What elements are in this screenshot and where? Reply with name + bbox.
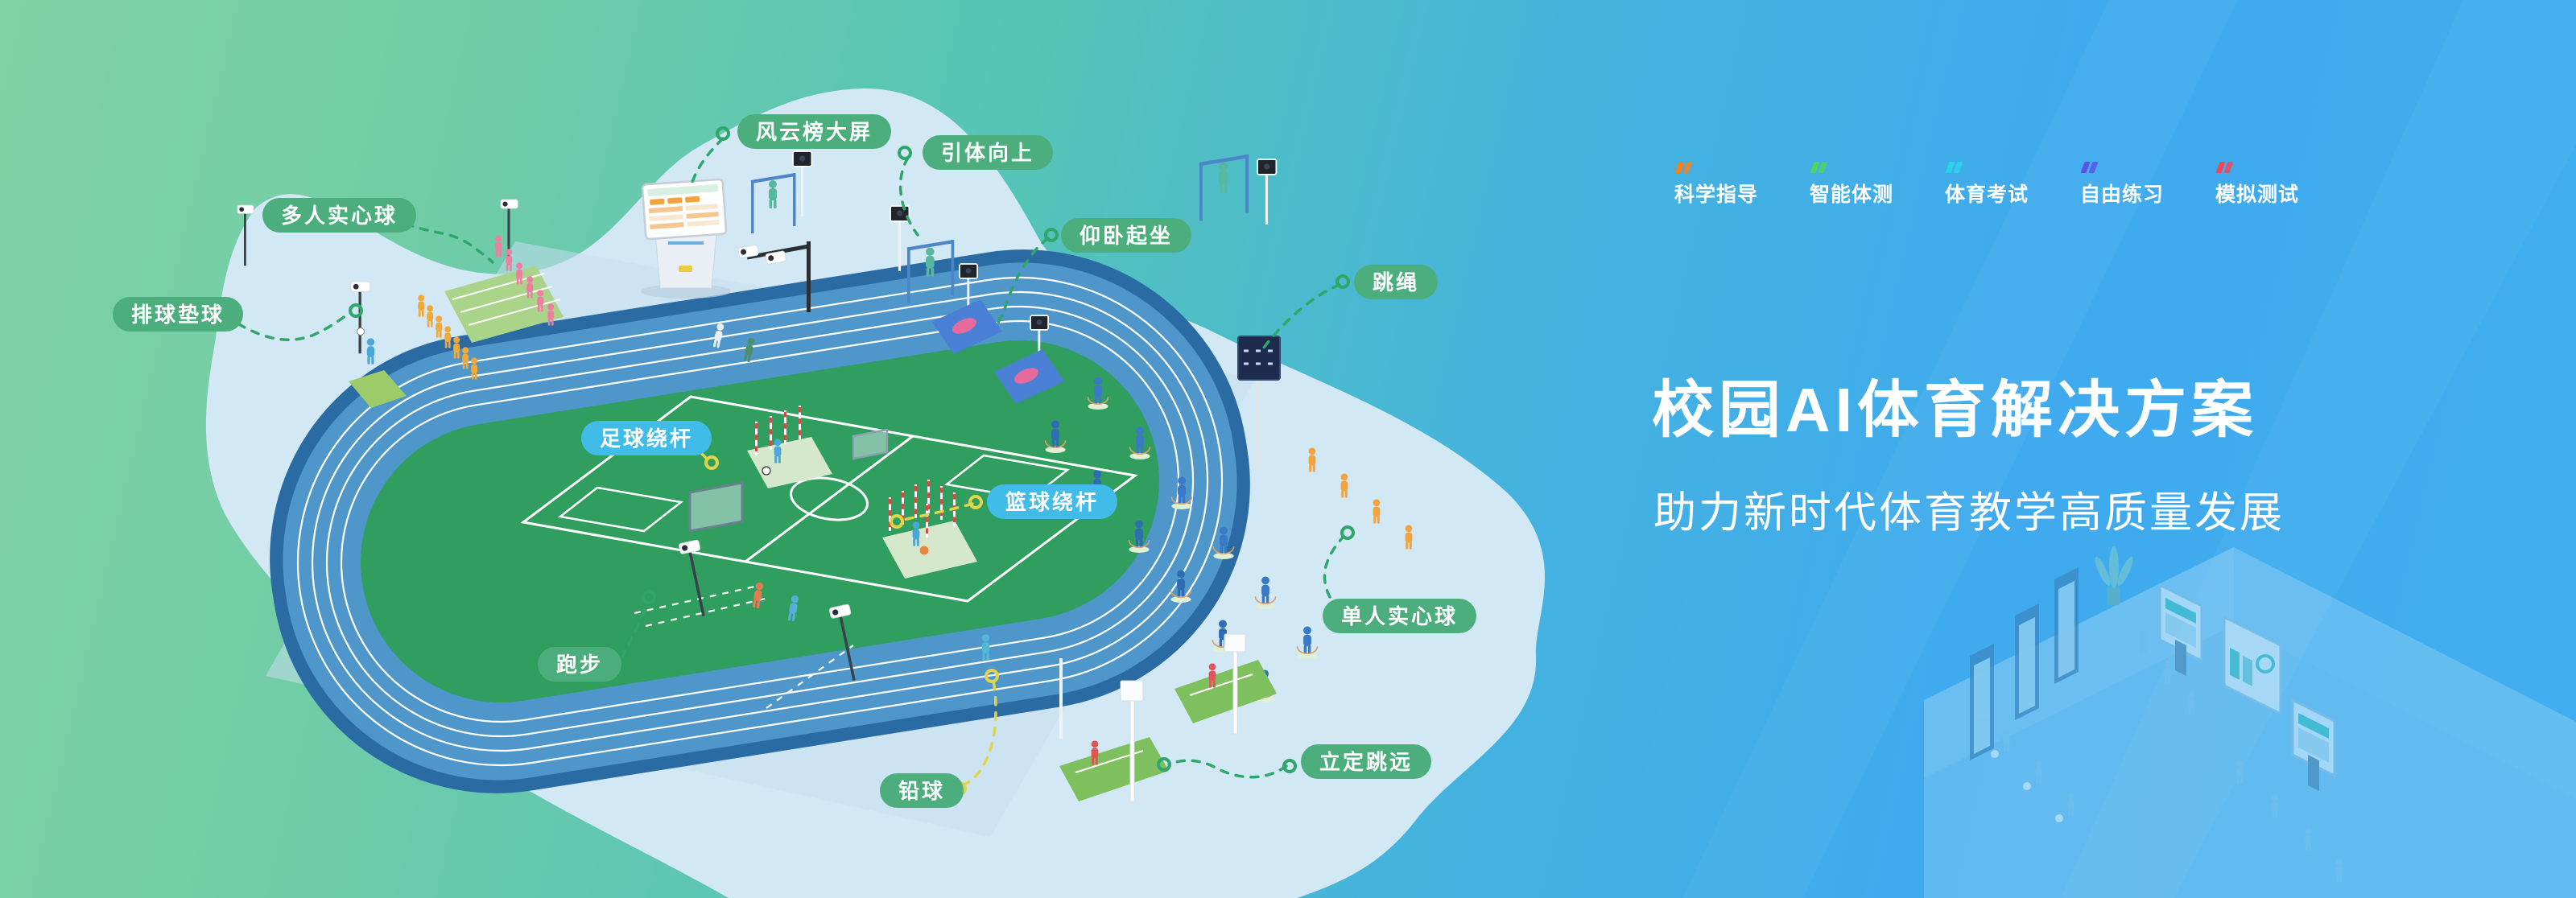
menu-item-smart-fitness-test[interactable]: 智能体测 [1810,162,1893,208]
room-illustration [1924,546,2576,898]
basketball-slalom-area [882,480,977,579]
double-slash-icon [1945,162,2029,174]
station-pill-group-medicine-ball: 多人实心球 [262,198,417,233]
football-slalom-area [747,406,832,488]
station-pill-sit-up: 仰卧起坐 [1061,218,1192,253]
station-pill-leaderboard-screen: 风云榜大屏 [737,114,892,149]
station-pill-football-slalom: 足球绕杆 [581,421,712,455]
menu-item-mock-test[interactable]: 模拟测试 [2215,162,2299,208]
goal-frames [688,428,889,533]
finish-camera-rig [737,241,811,312]
menu-item-label: 模拟测试 [2215,183,2300,206]
station-pill-volleyball-bump: 排球垫球 [113,297,244,332]
station-pill-running: 跑步 [538,647,622,682]
station-pill-standing-long-jump: 立定跳远 [1301,744,1432,779]
menu-item-label: 自由练习 [2080,183,2165,206]
menu-item-science-guidance[interactable]: 科学指导 [1674,162,1758,208]
connector-lines [213,126,1355,796]
leaderboard-kiosk [641,178,731,299]
station-pill-single-medicine-ball: 单人实心球 [1323,599,1477,633]
menu-item-sports-exam[interactable]: 体育考试 [1945,162,2029,208]
rope-scoreboard [1237,336,1281,472]
page-subtitle: 助力新时代体育教学高质量发展 [1653,489,2285,537]
menu-item-free-practice[interactable]: 自由练习 [2080,162,2164,208]
page-title: 校园AI体育解决方案 [1652,376,2258,445]
wall-screen [2158,583,2336,791]
double-slash-icon [1810,162,1893,174]
station-pill-pull-up: 引体向上 [923,135,1054,170]
menu-item-label: 体育考试 [1945,183,2029,206]
running-track [270,249,1250,793]
menu-item-label: 智能体测 [1810,183,1894,206]
long-jump-strips [1059,633,1277,802]
station-pill-shot-put: 铅球 [880,773,964,808]
double-slash-icon [2215,162,2299,174]
sit-up-mats [932,299,1064,404]
menu-item-label: 科学指导 [1674,183,1759,206]
exercise-mat [444,266,564,343]
start-lines [634,584,854,709]
volleyball-area [349,327,407,408]
station-pill-rope-skipping: 跳绳 [1354,265,1439,299]
station-pill-basketball-slalom: 篮球绕杆 [987,484,1118,519]
plant-icon [2095,546,2133,605]
double-slash-icon [2080,162,2164,174]
double-slash-icon [1674,162,1758,174]
